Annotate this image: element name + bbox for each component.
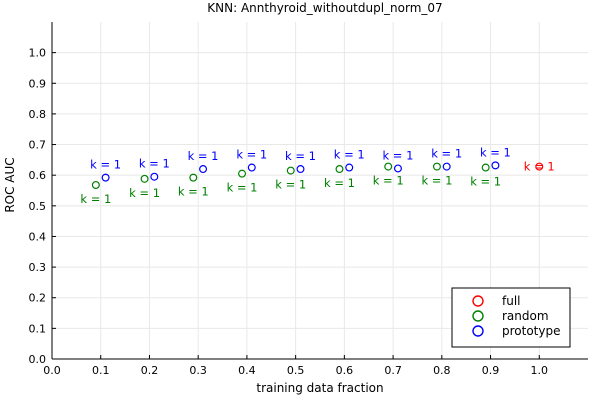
annotation-prototype: k = 1 [382, 148, 413, 162]
x-tick-label: 0.5 [287, 364, 305, 377]
point-prototype [296, 165, 305, 174]
y-tick-label: 0.4 [29, 230, 47, 243]
annotation-full: k = 1 [524, 160, 555, 174]
annotation-random: k = 1 [324, 176, 355, 190]
point-full [535, 162, 544, 171]
legend-marker-random [472, 310, 484, 322]
point-prototype [150, 172, 159, 181]
point-random [286, 166, 295, 175]
point-random [432, 162, 441, 171]
chart-title: KNN: Annthyroid_withoutdupl_norm_07 [207, 1, 442, 15]
y-tick-label: 0.2 [29, 292, 47, 305]
x-tick-label: 0.9 [482, 364, 500, 377]
point-prototype [442, 162, 451, 171]
x-tick-label: 0.3 [189, 364, 207, 377]
y-tick-label: 0.0 [29, 353, 47, 366]
annotation-random: k = 1 [129, 186, 160, 200]
y-tick-label: 1.0 [29, 47, 47, 60]
point-prototype [393, 164, 402, 173]
annotation-prototype: k = 1 [480, 145, 511, 159]
x-tick-label: 0.2 [141, 364, 159, 377]
y-tick-label: 0.7 [29, 139, 47, 152]
annotation-prototype: k = 1 [285, 149, 316, 163]
point-random [189, 173, 198, 182]
annotation-random: k = 1 [178, 185, 209, 199]
point-random [481, 163, 490, 172]
x-tick-label: 0.4 [238, 364, 256, 377]
annotation-random: k = 1 [227, 181, 258, 195]
legend-label-prototype: prototype [502, 324, 560, 338]
x-tick-label: 0.6 [336, 364, 354, 377]
y-tick-label: 0.9 [29, 77, 47, 90]
annotation-random: k = 1 [275, 178, 306, 192]
annotation-random: k = 1 [470, 175, 501, 189]
y-tick-label: 0.5 [29, 200, 47, 213]
y-tick-label: 0.3 [29, 261, 47, 274]
legend-label-full: full [502, 294, 521, 308]
point-random [238, 169, 247, 178]
point-prototype [345, 163, 354, 172]
annotation-prototype: k = 1 [188, 149, 219, 163]
axes [51, 22, 588, 360]
annotation-prototype: k = 1 [90, 158, 121, 172]
y-tick-label: 0.6 [29, 169, 47, 182]
point-random [140, 174, 149, 183]
x-tick-label: 0.8 [433, 364, 451, 377]
annotation-random: k = 1 [373, 174, 404, 188]
x-tick-label: 0.1 [92, 364, 110, 377]
annotation-prototype: k = 1 [334, 148, 365, 162]
point-prototype [491, 161, 500, 170]
point-prototype [247, 163, 256, 172]
point-random [91, 180, 100, 189]
y-axis-label: ROC AUC [3, 157, 17, 212]
x-axis-label: training data fraction [256, 381, 383, 395]
data-marks [91, 161, 544, 189]
y-tick-label: 0.1 [29, 322, 47, 335]
legend-box [451, 287, 571, 348]
point-random [384, 162, 393, 171]
legend-marker-prototype [472, 325, 484, 337]
annotation-prototype: k = 1 [236, 148, 267, 162]
annotation-random: k = 1 [80, 192, 111, 206]
point-random [335, 165, 344, 174]
annotation-random: k = 1 [421, 174, 452, 188]
ticks: 0.0 0.1 0.2 0.3 0.4 0.5 0.6 0.7 0.8 0.9 1.0 0.0 0.1 0… [29, 47, 549, 377]
annotations: k = 1 k = 1 k = 1 k = 1 k = 1 k = 1 k = 1 k = 1… [80, 145, 554, 206]
annotation-prototype: k = 1 [431, 147, 462, 161]
x-tick-label: 0.0 [43, 364, 61, 377]
y-tick-label: 0.8 [29, 108, 47, 121]
annotation-prototype: k = 1 [139, 157, 170, 171]
legend-marker-full [472, 295, 484, 307]
x-tick-label: 0.7 [384, 364, 402, 377]
x-tick-label: 1.0 [531, 364, 549, 377]
legend-label-random: random [502, 309, 549, 323]
point-prototype [101, 173, 110, 182]
point-prototype [199, 165, 208, 174]
